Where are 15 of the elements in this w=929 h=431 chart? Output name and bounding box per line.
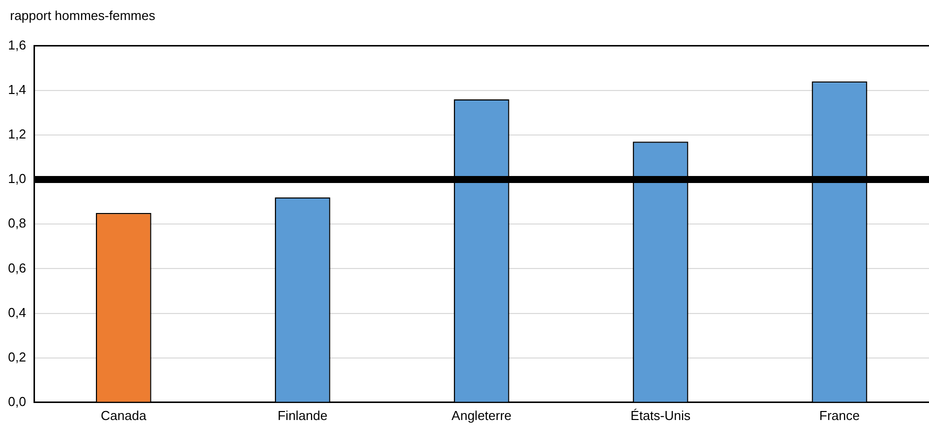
y-tick-label: 1,0 [8,171,26,186]
x-tick-label: Finlande [278,408,328,423]
y-axis-title: rapport hommes-femmes [10,8,156,23]
y-tick-label: 0,4 [8,304,26,320]
y-tick-label: 0,6 [8,260,26,276]
x-tick-label: France [819,408,860,423]
y-tick-label: 1,6 [8,37,26,52]
y-tick-label: 0,2 [8,349,26,364]
y-tick-label: 1,2 [8,126,26,142]
x-tick-label: États-Unis [630,408,691,423]
x-tick-label: Canada [100,408,148,423]
x-tick-label: Angleterre [452,408,512,423]
y-tick-label: 0,0 [8,394,26,409]
y-tick-label: 1,4 [8,82,26,97]
y-tick-label: 0,8 [8,216,26,231]
